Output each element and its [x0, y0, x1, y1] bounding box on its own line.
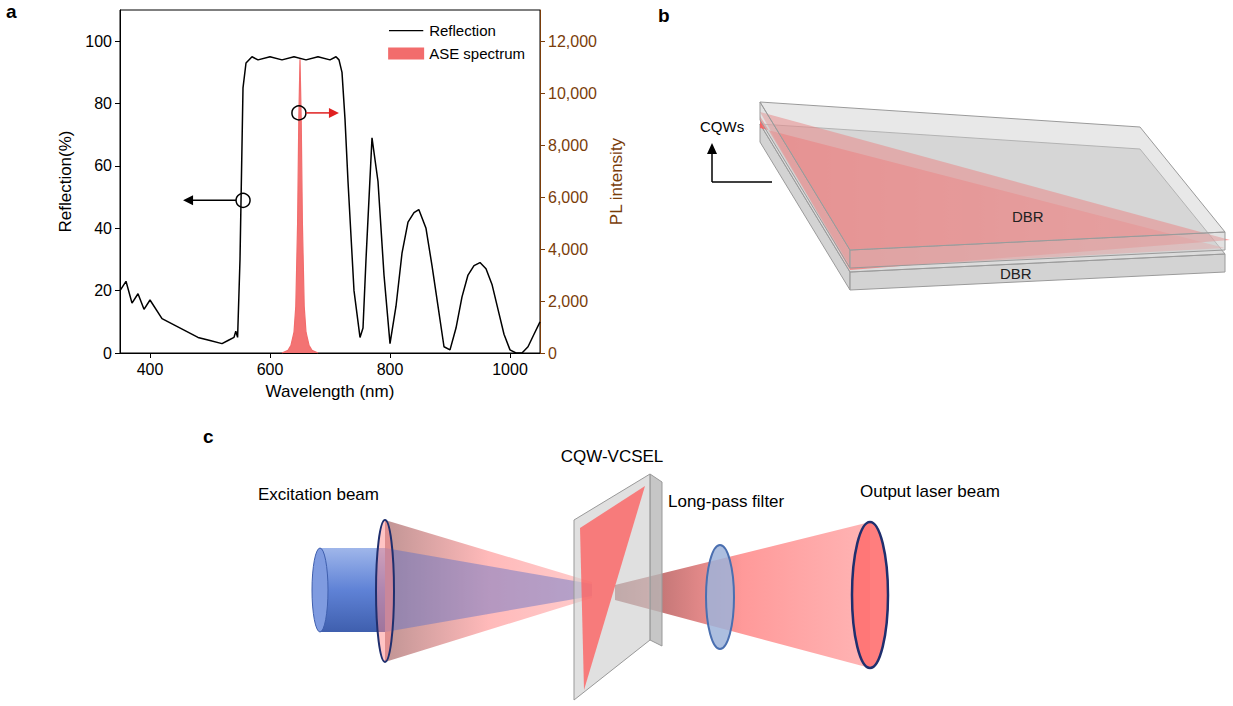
svg-text:40: 40: [94, 220, 112, 237]
svg-text:ASE spectrum: ASE spectrum: [429, 45, 525, 62]
svg-text:DBR: DBR: [1000, 265, 1032, 282]
svg-text:Output laser beam: Output laser beam: [860, 482, 1000, 501]
svg-text:12,000: 12,000: [548, 33, 597, 50]
svg-text:2,000: 2,000: [548, 293, 588, 310]
svg-text:1000: 1000: [492, 361, 528, 378]
svg-text:Excitation beam: Excitation beam: [258, 485, 379, 504]
svg-text:8,000: 8,000: [548, 137, 588, 154]
svg-text:CQW-VCSEL: CQW-VCSEL: [561, 447, 664, 466]
svg-text:Wavelength (nm): Wavelength (nm): [266, 382, 395, 401]
svg-text:10,000: 10,000: [548, 85, 597, 102]
svg-text:0: 0: [548, 345, 557, 362]
svg-text:20: 20: [94, 282, 112, 299]
svg-text:600: 600: [257, 361, 284, 378]
svg-text:Reflection(%): Reflection(%): [56, 130, 75, 232]
svg-text:CQWs: CQWs: [700, 118, 744, 135]
svg-text:Reflection: Reflection: [429, 22, 496, 39]
svg-text:PL intensity: PL intensity: [607, 137, 626, 225]
svg-text:DBR: DBR: [1012, 208, 1044, 225]
svg-text:4,000: 4,000: [548, 241, 588, 258]
svg-text:Long-pass filter: Long-pass filter: [668, 492, 785, 511]
svg-text:a: a: [6, 1, 17, 22]
svg-text:800: 800: [377, 361, 404, 378]
svg-text:c: c: [203, 426, 214, 447]
svg-text:b: b: [658, 5, 670, 26]
svg-text:100: 100: [85, 33, 112, 50]
svg-text:400: 400: [137, 361, 164, 378]
svg-text:6,000: 6,000: [548, 189, 588, 206]
svg-text:0: 0: [103, 345, 112, 362]
svg-text:60: 60: [94, 157, 112, 174]
svg-text:80: 80: [94, 95, 112, 112]
